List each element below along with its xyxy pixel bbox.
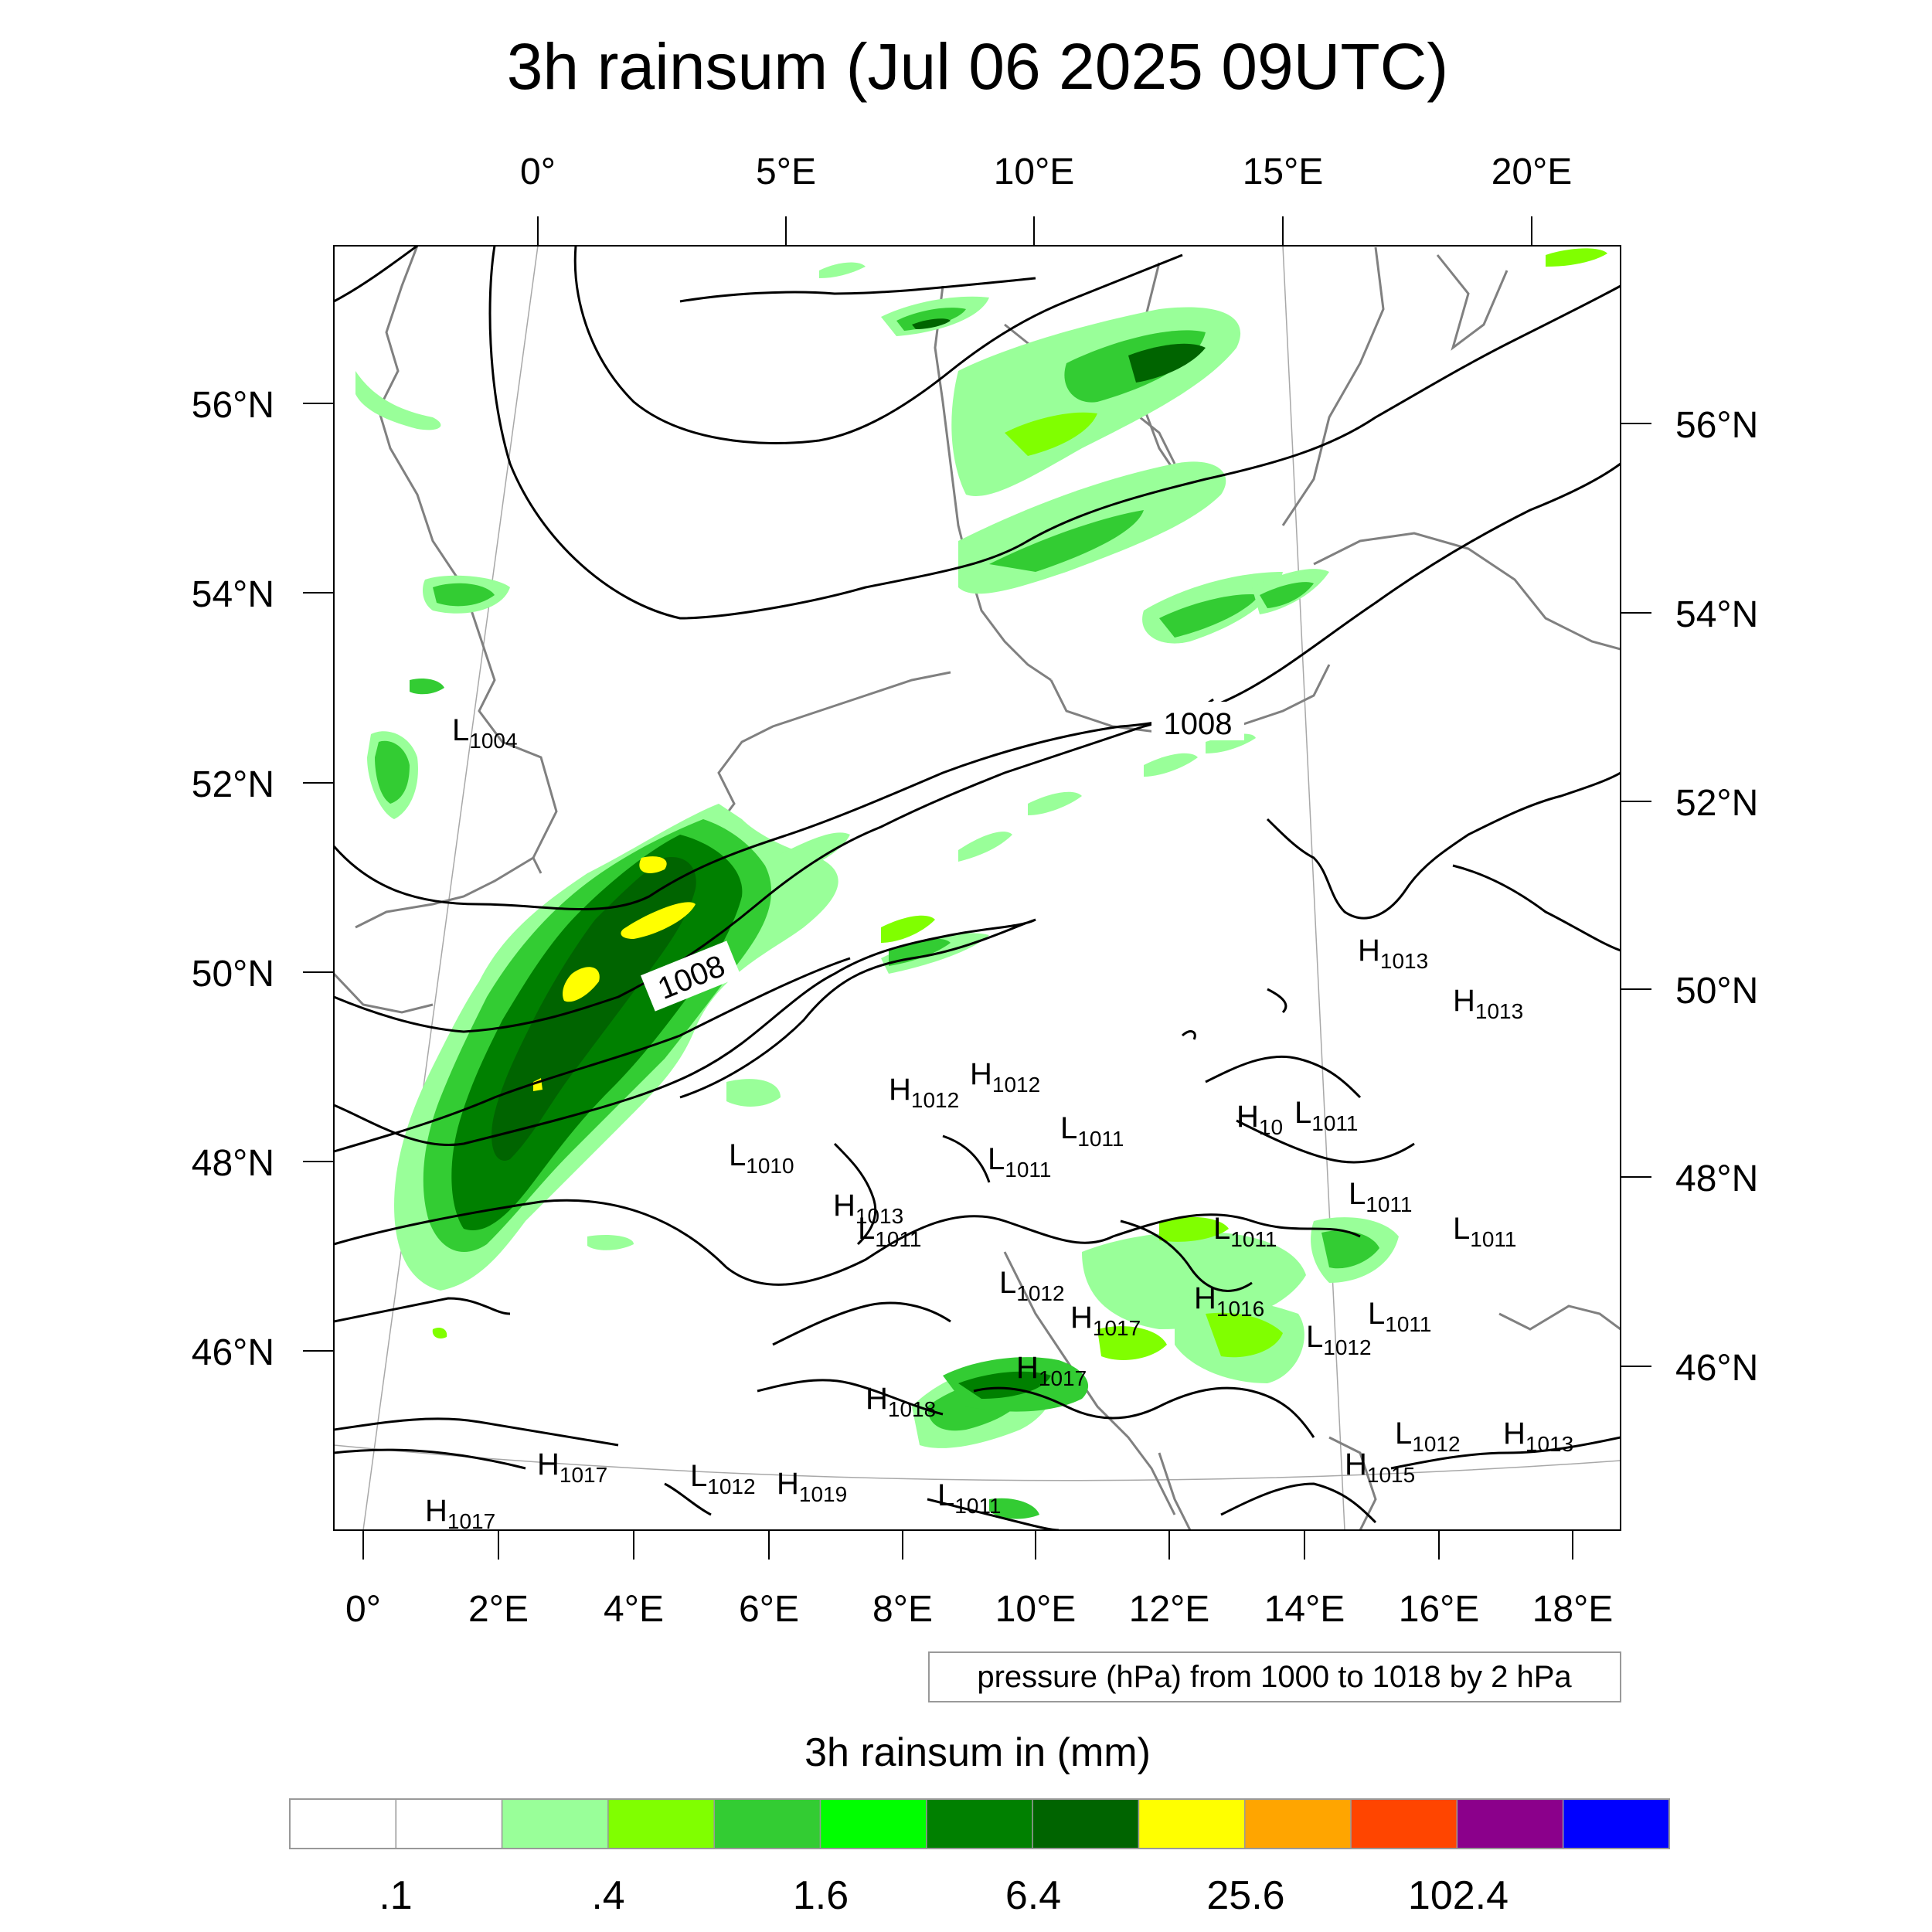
pressure-center: L1011 bbox=[1060, 1111, 1124, 1151]
pressure-center: L1012 bbox=[690, 1459, 756, 1498]
isobar-info-box: pressure (hPa) from 1000 to 1018 by 2 hP… bbox=[928, 1651, 1621, 1702]
left-latitude-axis: 56°N 54°N 52°N 50°N 48°N 46°N bbox=[192, 385, 334, 1373]
pressure-center: L1010 bbox=[729, 1138, 794, 1178]
top-lon-label: 15°E bbox=[1243, 151, 1324, 192]
bottom-lon-label: 12°E bbox=[1129, 1589, 1210, 1630]
colorbar-swatch bbox=[607, 1798, 715, 1849]
bottom-lon-label: 6°E bbox=[739, 1589, 799, 1630]
pressure-center: H1018 bbox=[866, 1382, 936, 1421]
pressure-center: H1013 bbox=[1453, 984, 1523, 1023]
pressure-center: L1011 bbox=[1368, 1297, 1431, 1336]
isobar-info-text: pressure (hPa) from 1000 to 1018 by 2 hP… bbox=[977, 1660, 1572, 1694]
pressure-center: L1012 bbox=[1306, 1320, 1372, 1359]
pressure-center: H1013 bbox=[833, 1189, 903, 1228]
right-lat-label: 46°N bbox=[1675, 1348, 1758, 1389]
top-lon-label: 0° bbox=[520, 151, 556, 192]
pressure-center: H1013 bbox=[1358, 934, 1428, 973]
pressure-center: L1011 bbox=[1294, 1096, 1358, 1135]
pressure-center: L1011 bbox=[937, 1478, 1001, 1518]
colorbar-swatch bbox=[1562, 1798, 1670, 1849]
top-lon-label: 5°E bbox=[756, 151, 816, 192]
bottom-longitude-axis: 0° 2°E 4°E 6°E 8°E 10°E 12°E 14°E 16°E 1… bbox=[345, 1530, 1613, 1630]
pressure-center: H1017 bbox=[537, 1447, 607, 1487]
colorbar-tick-label: 102.4 bbox=[1408, 1873, 1509, 1918]
top-longitude-axis: 0° 5°E 10°E 15°E 20°E bbox=[520, 151, 1572, 246]
pressure-centers: L1004 L1010 H1012 H1012 L1011 L1011 H101… bbox=[425, 713, 1573, 1533]
colorbar-swatch bbox=[1244, 1798, 1352, 1849]
colorbar-swatch bbox=[395, 1798, 503, 1849]
contour-label-1008-east: 1008 bbox=[1151, 702, 1244, 741]
right-lat-label: 56°N bbox=[1675, 405, 1758, 446]
left-lat-label: 54°N bbox=[192, 574, 274, 615]
rain-core-yellow-3 bbox=[563, 967, 600, 1002]
pressure-center: H1012 bbox=[970, 1057, 1040, 1097]
colorbar-swatch bbox=[713, 1798, 821, 1849]
colorbar-swatch bbox=[289, 1798, 397, 1849]
colorbar-tick-label: .4 bbox=[591, 1873, 624, 1918]
bottom-lon-label: 10°E bbox=[995, 1589, 1077, 1630]
top-lon-label: 20°E bbox=[1492, 151, 1573, 192]
bottom-lon-label: 16°E bbox=[1399, 1589, 1480, 1630]
colorbar-tick-label: .1 bbox=[379, 1873, 412, 1918]
pressure-center: H1016 bbox=[1194, 1281, 1264, 1321]
pressure-center: L1011 bbox=[858, 1212, 921, 1251]
rain-core-yellow-2 bbox=[621, 902, 696, 939]
left-lat-label: 52°N bbox=[192, 764, 274, 805]
bottom-lon-label: 14°E bbox=[1264, 1589, 1345, 1630]
pressure-center: H10 bbox=[1236, 1100, 1283, 1139]
colorbar-tick-label: 25.6 bbox=[1206, 1873, 1284, 1918]
pressure-center: H1012 bbox=[889, 1073, 959, 1112]
colorbar-swatch bbox=[1138, 1798, 1246, 1849]
right-latitude-axis: 56°N 54°N 52°N 50°N 48°N 46°N bbox=[1621, 405, 1758, 1389]
right-lat-label: 50°N bbox=[1675, 971, 1758, 1012]
pressure-center: L1004 bbox=[452, 713, 518, 753]
colorbar-tick-label: 6.4 bbox=[1005, 1873, 1061, 1918]
bottom-lon-label: 4°E bbox=[604, 1589, 664, 1630]
right-lat-label: 52°N bbox=[1675, 783, 1758, 824]
left-lat-label: 50°N bbox=[192, 954, 274, 995]
map-panel: 1008 1008 L1004 L1010 H1012 H1012 L1011 … bbox=[333, 245, 1621, 1533]
colorbar-boxes bbox=[289, 1798, 1670, 1849]
colorbar-title: 3h rainsum in (mm) bbox=[804, 1730, 1151, 1775]
bottom-lon-label: 8°E bbox=[872, 1589, 933, 1630]
pressure-center: L1011 bbox=[1453, 1212, 1516, 1251]
pressure-center: H1017 bbox=[1016, 1351, 1087, 1390]
pressure-center: H1017 bbox=[1070, 1301, 1141, 1340]
bottom-lon-label: 0° bbox=[345, 1589, 381, 1630]
precipitation-field bbox=[355, 248, 1607, 1519]
colorbar-swatch bbox=[1350, 1798, 1458, 1849]
left-lat-label: 46°N bbox=[192, 1332, 274, 1373]
colorbar: 3h rainsum in (mm) .1 .4 1.6 6.4 25.6 10… bbox=[289, 1730, 1670, 1918]
pressure-center: H1017 bbox=[425, 1494, 495, 1533]
left-lat-label: 48°N bbox=[192, 1143, 274, 1184]
isobars bbox=[334, 246, 1621, 1530]
bottom-lon-label: 2°E bbox=[468, 1589, 529, 1630]
colorbar-swatch bbox=[819, 1798, 927, 1849]
top-lon-label: 10°E bbox=[994, 151, 1075, 192]
colorbar-swatch bbox=[1456, 1798, 1564, 1849]
bottom-lon-label: 18°E bbox=[1532, 1589, 1614, 1630]
pressure-center: L1012 bbox=[1395, 1417, 1461, 1456]
right-lat-label: 48°N bbox=[1675, 1158, 1758, 1199]
colorbar-tick-label: 1.6 bbox=[793, 1873, 849, 1918]
rain-core-yellow-1 bbox=[639, 856, 667, 873]
pressure-center: H1013 bbox=[1503, 1417, 1573, 1456]
pressure-center: L1011 bbox=[1349, 1177, 1412, 1216]
colorbar-swatch bbox=[1032, 1798, 1140, 1849]
left-lat-label: 56°N bbox=[192, 385, 274, 426]
pressure-center: L1011 bbox=[1213, 1212, 1277, 1251]
pressure-center: L1012 bbox=[999, 1266, 1065, 1305]
pressure-center: L1011 bbox=[988, 1142, 1051, 1182]
map-title: 3h rainsum (Jul 06 2025 09UTC) bbox=[507, 30, 1449, 103]
pressure-center: H1019 bbox=[777, 1467, 847, 1506]
colorbar-swatch bbox=[501, 1798, 609, 1849]
svg-text:1008: 1008 bbox=[1164, 707, 1233, 741]
pressure-center: H1015 bbox=[1345, 1447, 1415, 1487]
colorbar-swatch bbox=[926, 1798, 1033, 1849]
right-lat-label: 54°N bbox=[1675, 594, 1758, 635]
